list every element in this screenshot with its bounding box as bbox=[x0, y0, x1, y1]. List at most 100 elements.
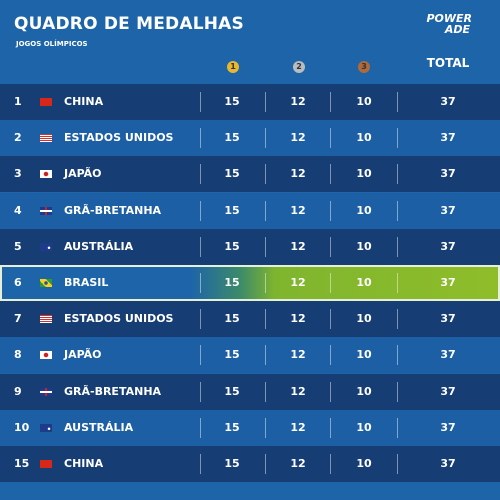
separator bbox=[397, 273, 398, 293]
flag bbox=[40, 423, 52, 432]
separator bbox=[200, 454, 201, 474]
country: CHINA bbox=[64, 95, 104, 108]
flag bbox=[40, 98, 52, 106]
separator bbox=[330, 381, 331, 402]
gold: 15 bbox=[224, 167, 240, 181]
rank: 3 bbox=[14, 167, 22, 181]
rank: 1 bbox=[14, 95, 22, 108]
total: 37 bbox=[440, 457, 456, 470]
total: 37 bbox=[440, 167, 456, 181]
subtitle: JOGOS OLÍMPICOS bbox=[16, 40, 88, 48]
country: JAPÃO bbox=[64, 167, 102, 181]
bronze: 10 bbox=[356, 457, 372, 470]
rank: 7 bbox=[14, 312, 22, 326]
separator bbox=[397, 345, 398, 366]
silver: 12 bbox=[290, 131, 306, 145]
total: 37 bbox=[440, 131, 456, 145]
separator bbox=[397, 128, 398, 149]
silver: 12 bbox=[290, 348, 306, 362]
table-row: 6 BRASIL 15 12 10 37 bbox=[0, 265, 500, 301]
country: AUSTRÁLIA bbox=[64, 420, 134, 434]
gold: 15 bbox=[224, 457, 240, 470]
total: 37 bbox=[440, 312, 456, 326]
total: 37 bbox=[440, 95, 456, 108]
bronze: 10 bbox=[356, 203, 372, 217]
separator bbox=[397, 92, 398, 112]
silver: 12 bbox=[290, 276, 306, 289]
title: QUADRO DE MEDALHAS bbox=[14, 14, 244, 34]
separator bbox=[330, 454, 331, 474]
separator bbox=[397, 164, 398, 185]
separator bbox=[330, 309, 331, 330]
table-row: 5 AUSTRÁLIA 15 12 10 37 bbox=[0, 228, 500, 265]
gold: 15 bbox=[224, 131, 240, 145]
separator bbox=[330, 345, 331, 366]
gold: 15 bbox=[224, 276, 240, 289]
rank: 6 bbox=[14, 276, 22, 289]
table-row: 8 JAPÃO 15 12 10 37 bbox=[0, 337, 500, 374]
total: 37 bbox=[440, 239, 456, 253]
table-row: 10 AUSTRÁLIA 15 12 10 37 bbox=[0, 409, 500, 446]
separator bbox=[265, 273, 266, 293]
separator bbox=[200, 345, 201, 366]
bronze: 10 bbox=[356, 95, 372, 108]
separator bbox=[397, 309, 398, 330]
total: 37 bbox=[440, 276, 456, 289]
table-row: 1 CHINA 15 12 10 37 bbox=[0, 84, 500, 120]
country: ESTADOS UNIDOS bbox=[64, 131, 174, 145]
separator bbox=[397, 381, 398, 402]
separator bbox=[397, 200, 398, 221]
separator bbox=[397, 454, 398, 474]
bronze: 10 bbox=[356, 276, 372, 289]
silver: 12 bbox=[290, 312, 306, 326]
separator bbox=[265, 164, 266, 185]
bronze: 10 bbox=[356, 348, 372, 362]
flag bbox=[40, 460, 52, 468]
table-row: 4 GRÃ-BRETANHA 15 12 10 37 bbox=[0, 192, 500, 229]
gold-medal: 1 bbox=[227, 53, 239, 73]
rank: 8 bbox=[14, 348, 22, 362]
separator bbox=[397, 236, 398, 257]
silver: 12 bbox=[290, 95, 306, 108]
separator bbox=[200, 381, 201, 402]
separator bbox=[200, 236, 201, 257]
country: BRASIL bbox=[64, 276, 109, 289]
table-row: 3 JAPÃO 15 12 10 37 bbox=[0, 156, 500, 193]
flag bbox=[40, 279, 52, 287]
silver: 12 bbox=[290, 457, 306, 470]
bronze: 10 bbox=[356, 131, 372, 145]
country: GRÃ-BRETANHA bbox=[64, 203, 162, 217]
separator bbox=[265, 417, 266, 438]
bronze: 10 bbox=[356, 239, 372, 253]
separator bbox=[200, 128, 201, 149]
separator bbox=[265, 381, 266, 402]
silver: 12 bbox=[290, 203, 306, 217]
separator bbox=[265, 128, 266, 149]
gold: 15 bbox=[224, 95, 240, 108]
rank: 10 bbox=[14, 420, 30, 434]
gold: 15 bbox=[224, 203, 240, 217]
separator bbox=[330, 236, 331, 257]
silver-medal: 2 bbox=[293, 53, 305, 73]
bronze: 10 bbox=[356, 384, 372, 398]
bronze: 10 bbox=[356, 167, 372, 181]
rank: 4 bbox=[14, 203, 22, 217]
separator bbox=[265, 345, 266, 366]
logo: ADE bbox=[444, 23, 470, 36]
separator bbox=[200, 273, 201, 293]
total: 37 bbox=[440, 384, 456, 398]
gold: 15 bbox=[224, 239, 240, 253]
separator bbox=[265, 236, 266, 257]
total-header: TOTAL bbox=[426, 56, 470, 70]
separator bbox=[330, 164, 331, 185]
separator bbox=[330, 92, 331, 112]
table-row: 15 CHINA 15 12 10 37 bbox=[0, 446, 500, 482]
silver: 12 bbox=[290, 420, 306, 434]
separator bbox=[265, 309, 266, 330]
total: 37 bbox=[440, 420, 456, 434]
separator bbox=[330, 128, 331, 149]
silver: 12 bbox=[290, 384, 306, 398]
table-row: 9 GRÃ-BRETANHA 15 12 10 37 bbox=[0, 373, 500, 410]
gold: 15 bbox=[224, 312, 240, 326]
